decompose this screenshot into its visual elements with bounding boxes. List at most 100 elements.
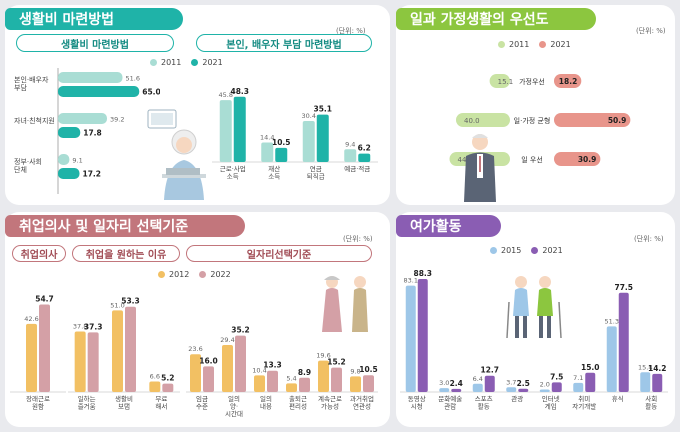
bar-2011-0	[58, 72, 123, 83]
category-label: 취미 자기개발	[572, 394, 596, 411]
category-label: 연금 퇴직급	[307, 165, 325, 181]
category-label: 생활비 보탬	[115, 394, 133, 411]
value-label: 65.0	[142, 88, 160, 97]
category-label: 정부·사회 단체	[14, 157, 42, 174]
bar-2015-4	[539, 389, 550, 392]
work-willingness-chart: 42.6 54.7 장래근로 원함	[10, 294, 66, 411]
category-label: 휴식	[612, 394, 624, 403]
category-label: 사회 활동	[645, 394, 657, 411]
bar-2011-0	[489, 74, 510, 88]
value-label: 39.2	[110, 116, 124, 124]
value-label: 35.2	[231, 326, 250, 335]
legend-label-2021: 2021	[550, 40, 571, 49]
value-label: 23.6	[188, 345, 202, 353]
living-pill-self-burden: 본인, 배우자 부담 마련방법	[196, 34, 372, 52]
category-label: 자녀·친척지원	[14, 116, 55, 125]
bar-2012-0	[190, 354, 201, 392]
bar-2021-2	[316, 114, 329, 162]
value-label: 51.0	[110, 301, 124, 309]
value-label: 37.3	[84, 322, 103, 331]
bar-2021-0	[554, 74, 582, 88]
elderly-man-illustration	[464, 134, 496, 202]
value-label: 3.0	[439, 379, 449, 387]
category-label: 문화예술 관람	[438, 394, 462, 411]
value-label: 18.2	[559, 77, 578, 86]
work-life-title: 일과 가정생활의 우선도	[396, 8, 596, 30]
elderly-hikers-illustration	[506, 276, 562, 339]
bar-2021-2	[484, 375, 495, 392]
value-label: 14.4	[260, 134, 274, 142]
category-label: 일 우선	[521, 155, 543, 164]
category-label: 일하는 즐거움	[78, 394, 96, 411]
bar-2012-0	[26, 323, 37, 392]
value-label: 12.7	[480, 366, 499, 375]
bar-2015-5	[573, 382, 584, 392]
bar-2021-0	[417, 278, 428, 392]
value-label: 5.2	[161, 374, 174, 383]
bar-2012-2	[254, 375, 265, 392]
legend-swatch-2021	[191, 59, 199, 66]
category-label: 예금·적금	[344, 164, 370, 173]
legend-label-2021: 2021	[542, 246, 563, 255]
category-label: 과거취업 연관성	[350, 394, 374, 411]
value-label: 15.0	[581, 363, 600, 372]
value-label: 6.4	[473, 375, 483, 383]
value-label: 77.5	[614, 283, 633, 292]
value-label: 15.1	[498, 78, 514, 86]
legend-swatch-2021	[531, 247, 539, 254]
employment-pill-willingness: 취업의사	[12, 245, 66, 262]
value-label: 2.0	[540, 380, 550, 388]
bar-2015-6	[606, 326, 617, 392]
employment-pill-criteria: 일자리선택기준	[186, 245, 372, 262]
bar-2011-1	[456, 113, 510, 127]
bar-2021-1	[554, 113, 631, 127]
legend-label-2012: 2012	[169, 270, 190, 279]
bar-2021-2	[58, 168, 80, 179]
bar-2011-2	[58, 154, 70, 165]
value-label: 48.3	[230, 87, 249, 96]
employment-title: 취업의사 및 일자리 선택기준	[5, 215, 245, 237]
bar-2015-1	[439, 388, 450, 392]
leisure-legend: 2015 2021	[490, 246, 563, 255]
value-label: 30.9	[578, 155, 597, 164]
value-label: 6.2	[358, 144, 371, 153]
category-label: 계속근로 가능성	[318, 394, 342, 411]
legend-label-2021: 2021	[202, 58, 223, 67]
bar-2022-2	[162, 383, 174, 392]
bar-2011-3	[344, 149, 357, 162]
bar-2012-5	[350, 376, 361, 392]
category-label: 인터넷 게임	[542, 394, 560, 411]
category-label: 본인·배우자 부담	[14, 75, 49, 92]
job-criteria-chart: 23.6 16.0 임금 수준 29.435.2 일의 양· 시간대 10.413.3 일의 내용 5…	[186, 326, 378, 418]
value-label: 44.8	[458, 156, 474, 164]
value-label: 54.7	[35, 294, 54, 303]
bar-2011-2	[302, 120, 315, 162]
legend-label-2011: 2011	[509, 40, 530, 49]
bar-2012-3	[286, 383, 297, 392]
bar-2022-0	[203, 366, 214, 392]
legend-swatch-2011	[498, 41, 505, 48]
legend-swatch-2012	[158, 271, 165, 278]
category-label: 근로·사업 소득	[220, 164, 246, 181]
category-label: 일의 양· 시간대	[225, 394, 243, 418]
bar-2012-4	[318, 360, 329, 392]
value-label: 16.0	[199, 356, 218, 365]
value-label: 7.1	[573, 374, 583, 382]
value-label: 51.3	[605, 317, 619, 325]
value-label: 7.5	[550, 372, 563, 381]
bar-2021-1	[451, 388, 462, 392]
bar-2012-1	[112, 310, 123, 392]
bar-2011-1	[58, 113, 107, 124]
employment-pill-reasons: 취업을 원하는 이유	[72, 245, 180, 262]
bar-2021-5	[585, 372, 596, 392]
bar-2021-0	[233, 96, 246, 162]
bar-2021-7	[652, 373, 663, 392]
value-label: 2.5	[517, 379, 530, 388]
bar-2022-1	[125, 306, 136, 392]
category-label: 장래근로 원함	[26, 394, 50, 411]
value-label: 5.4	[286, 374, 296, 382]
bar-2011-0	[219, 100, 232, 162]
value-label: 17.8	[83, 129, 102, 138]
bar-2022-2	[267, 370, 278, 392]
work-life-chart: 15.1 가정우선 18.2 40.0 일·가정 균형 50.9 44.8 일 우선 30.9	[449, 74, 631, 166]
